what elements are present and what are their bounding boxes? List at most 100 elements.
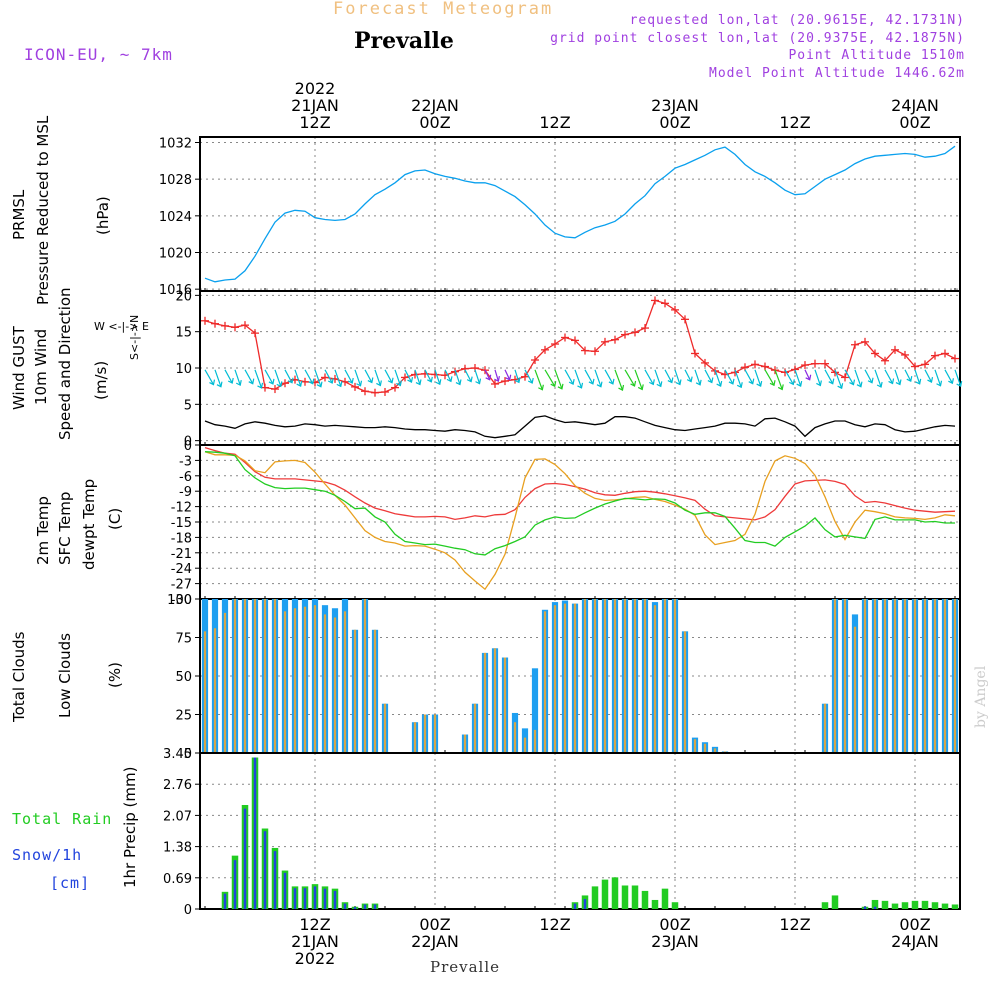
bar-low-cloud [903, 599, 907, 753]
arrow-head [427, 376, 433, 383]
precip-label-2: Snow/1h [12, 846, 82, 864]
wind-direction-arrow [244, 369, 255, 385]
wind-direction-arrow [774, 369, 784, 391]
time-label-bottom: 2022 [295, 949, 336, 968]
panel-frame [199, 136, 961, 292]
bar-total-rain [911, 900, 919, 909]
data-point-gust [651, 296, 659, 305]
data-point-gust [951, 354, 959, 363]
arrow-shaft [574, 369, 583, 389]
y-tick-label: 0 [184, 435, 192, 450]
data-point-gust [521, 372, 529, 381]
y-tick-label: -6 [179, 470, 192, 485]
arrow-shaft [764, 369, 775, 386]
arrow-shaft [224, 369, 233, 384]
data-point-gust [631, 328, 639, 337]
arrow-head [618, 384, 625, 391]
bar-total-rain [661, 888, 669, 909]
arrow-shaft [374, 369, 381, 386]
wind-direction-arrow [404, 369, 414, 383]
bar-low-cloud [873, 599, 877, 753]
bar-low-cloud [703, 743, 707, 753]
arrow-head [837, 383, 844, 390]
bar-snow [323, 888, 327, 909]
arrow-head [466, 376, 473, 383]
wind-direction-arrow [674, 369, 682, 386]
arrow-shaft [634, 369, 643, 390]
arrow-shaft [204, 369, 214, 385]
bar-low-cloud [713, 748, 717, 753]
arrow-shaft [504, 369, 511, 381]
y-tick-label: -12 [171, 501, 192, 516]
data-point-gust [261, 383, 269, 392]
arrow-head [675, 379, 682, 386]
wind-direction-arrow [724, 369, 735, 385]
y-tick-label: 15 [175, 326, 192, 341]
y-tick-label: -24 [171, 562, 192, 577]
arrow-head [268, 378, 275, 385]
wind-direction-arrow [944, 369, 954, 385]
wind-direction-arrow [584, 369, 595, 385]
series-line-dewpt [204, 451, 955, 556]
bar-total-rain [921, 900, 929, 909]
arrow-shaft [684, 369, 692, 382]
time-label-bottom: 12Z [539, 915, 570, 934]
wind-direction-arrow [554, 369, 564, 390]
wind-direction-arrow [834, 369, 844, 390]
y-tick-label: 1020 [159, 247, 192, 262]
arrow-shaft [314, 369, 322, 387]
arrow-head [867, 377, 874, 384]
arrow-shaft [454, 369, 461, 385]
bar-snow [223, 893, 227, 909]
bar-low-cloud [553, 605, 557, 753]
arrow-shaft [334, 369, 342, 387]
arrow-shaft [944, 369, 953, 384]
time-label-bottom: 22JAN [411, 932, 459, 951]
compass-ns: S<-|->N [128, 315, 141, 360]
data-point-gust [681, 315, 689, 324]
y-tick-label: -27 [171, 578, 192, 593]
bar-low-cloud [373, 629, 377, 753]
y-tick-label: 10 [175, 362, 192, 377]
arrow-head [736, 382, 743, 389]
arrow-shaft [254, 369, 263, 389]
bar-low-cloud [633, 599, 637, 753]
wind-label-3: Speed and Direction [56, 287, 74, 440]
wind-direction-arrow [204, 369, 216, 386]
point-altitude: Point Altitude 1510m [788, 48, 965, 63]
wind-direction-arrow [794, 369, 803, 387]
temp-label-2: SFC Temp [56, 492, 74, 565]
arrow-shaft [784, 369, 794, 385]
arrow-head [505, 374, 512, 381]
arrow-shaft [404, 369, 413, 383]
data-point-gust [531, 356, 539, 365]
wind-direction-arrow [604, 369, 615, 385]
bar-snow [313, 886, 317, 909]
wind-direction-arrow [654, 369, 663, 388]
arrow-shaft [824, 369, 834, 384]
wind-direction-arrow [704, 369, 714, 384]
bar-low-cloud [473, 703, 477, 753]
wind-direction-arrow [634, 369, 644, 391]
arrow-head [906, 376, 913, 383]
arrow-shaft [704, 369, 713, 383]
wind-direction-arrow [694, 369, 702, 386]
bar-total-rain [891, 903, 899, 909]
data-point-gust [811, 359, 819, 368]
wind-direction-arrow [684, 369, 693, 383]
model-altitude: Model Point Altitude 1446.62m [709, 66, 965, 81]
arrow-head [396, 380, 402, 387]
bar-low-cloud [493, 648, 497, 753]
wind-direction-arrow [954, 369, 963, 387]
bar-snow [573, 903, 577, 909]
y-tick-label: -21 [171, 547, 192, 562]
arrow-head [789, 379, 795, 386]
wind-direction-arrow [744, 369, 755, 385]
arrow-head [805, 374, 812, 381]
arrow-shaft [274, 369, 282, 387]
bar-low-cloud [523, 737, 527, 753]
data-point-gust [231, 323, 239, 332]
bar-total-rain [671, 902, 679, 909]
wind-direction-arrow [454, 369, 462, 386]
wind-direction-arrow [904, 369, 913, 383]
